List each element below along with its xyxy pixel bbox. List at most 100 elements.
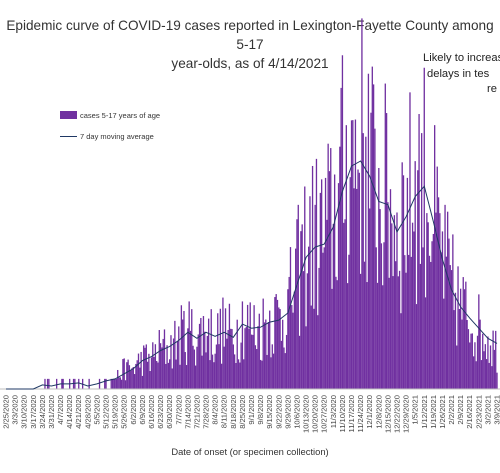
case-bar: [396, 212, 398, 389]
x-tick-label: 11/17/2020: [347, 395, 356, 432]
case-bar: [124, 380, 127, 389]
case-bar: [184, 352, 186, 389]
case-bar: [401, 162, 403, 389]
x-tick-label: 2/2/2021: [447, 395, 456, 425]
x-tick-label: 9/29/2020: [283, 395, 292, 429]
case-bar: [189, 330, 192, 389]
x-tick-label: 11/10/2020: [338, 395, 347, 432]
case-bar: [467, 329, 470, 389]
case-bar: [382, 285, 384, 389]
case-bar: [182, 319, 184, 389]
case-bar: [435, 212, 437, 389]
case-bar: [248, 328, 250, 389]
case-bar: [258, 313, 260, 389]
chart-title-line-1: Epidemic curve of COVID-19 cases reporte…: [6, 18, 494, 52]
case-bar: [308, 246, 310, 389]
case-bar: [461, 319, 463, 389]
case-bar: [440, 252, 442, 389]
case-bar: [198, 323, 201, 389]
case-bar: [187, 328, 189, 389]
case-bar: [149, 371, 151, 389]
case-bar: [140, 351, 142, 389]
case-bar: [170, 335, 172, 389]
case-bar: [211, 354, 214, 389]
case-bar: [278, 307, 280, 389]
case-bar: [463, 289, 466, 389]
case-bar: [457, 266, 459, 389]
case-bar: [388, 277, 390, 389]
case-bar: [441, 231, 444, 389]
x-tick-label: 8/4/2020: [211, 395, 220, 425]
case-bar: [270, 357, 272, 389]
case-bar: [243, 359, 245, 389]
case-bar: [130, 370, 132, 389]
case-bar: [296, 219, 298, 389]
case-bar: [339, 146, 341, 389]
case-bar: [301, 224, 303, 389]
case-bar: [331, 288, 333, 389]
case-bar: [132, 367, 134, 389]
case-bar: [205, 352, 207, 389]
case-bar: [483, 351, 485, 389]
case-bar: [379, 209, 381, 389]
case-bar: [235, 362, 237, 389]
case-bar: [393, 215, 396, 389]
x-tick-label: 12/22/2020: [393, 395, 402, 433]
case-bar: [210, 309, 212, 389]
case-bar: [419, 263, 422, 389]
x-tick-label: 2/9/2021: [456, 395, 465, 425]
case-bar: [269, 310, 271, 389]
x-tick-label: 7/14/2020: [183, 395, 192, 429]
x-tick-label: 3/10/2020: [20, 395, 29, 429]
case-bar: [423, 67, 425, 389]
x-tick-label: 7/7/2020: [174, 395, 183, 425]
case-bar: [471, 333, 473, 389]
case-bar: [46, 378, 49, 389]
case-bar: [366, 282, 368, 389]
x-tick-label: 11/3/2020: [329, 395, 338, 428]
case-bar: [245, 326, 247, 389]
case-bar: [326, 219, 328, 389]
case-bar: [143, 345, 145, 389]
case-bar: [353, 188, 355, 389]
case-bar: [226, 338, 228, 389]
x-tick-label: 6/16/2020: [147, 395, 156, 429]
case-bar: [361, 18, 363, 390]
case-bar: [154, 344, 157, 389]
annotation-line-3: re: [487, 83, 497, 95]
case-bar: [139, 367, 141, 389]
case-bar: [434, 125, 436, 389]
case-bar: [387, 202, 389, 389]
case-bar: [195, 365, 197, 389]
x-tick-label: 1/12/2021: [420, 395, 429, 429]
case-bar: [469, 342, 471, 389]
case-bar: [44, 378, 46, 389]
case-bar: [163, 329, 166, 389]
case-bar: [78, 378, 80, 389]
case-bar: [292, 312, 294, 389]
case-bar: [306, 273, 309, 389]
case-bar: [318, 267, 320, 389]
case-bar: [324, 177, 327, 389]
case-bar: [413, 231, 415, 389]
case-bar: [261, 360, 263, 389]
case-bar: [491, 366, 493, 389]
x-tick-label: 8/25/2020: [238, 395, 247, 429]
case-bar: [309, 196, 311, 389]
x-tick-labels: 2/25/2020 3/3/2020 3/10/2020 3/17/2020 3/24/…: [2, 395, 500, 433]
case-bar: [257, 326, 259, 389]
case-bar: [113, 378, 115, 389]
case-bar: [345, 125, 347, 390]
case-bar: [474, 342, 476, 389]
case-bar: [214, 353, 216, 389]
case-bar: [172, 338, 175, 389]
case-bar: [114, 378, 116, 389]
case-bar: [193, 349, 196, 389]
case-bar: [282, 319, 284, 389]
case-bar: [98, 378, 101, 389]
case-bar: [327, 143, 329, 389]
case-bar: [219, 308, 221, 389]
case-bar: [378, 167, 380, 389]
annotation-line-1: Likely to increase: [423, 52, 500, 64]
